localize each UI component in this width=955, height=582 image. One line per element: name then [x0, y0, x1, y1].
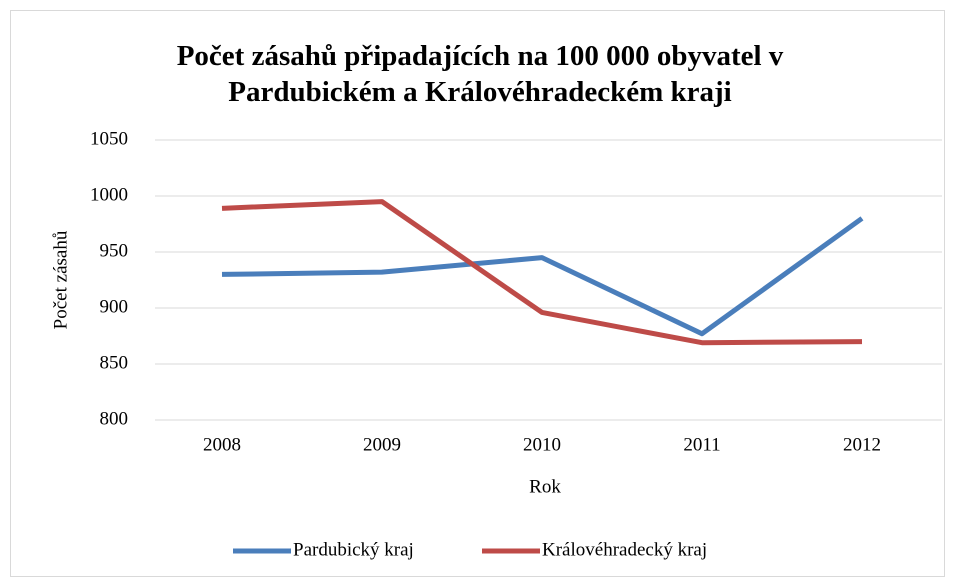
legend-label: Královéhradecký kraj [542, 539, 707, 560]
y-tick-label: 1050 [90, 128, 128, 149]
chart-border [10, 10, 945, 577]
chart-title: Počet zásahů připadajících na 100 000 ob… [176, 40, 784, 108]
y-tick-label: 950 [100, 240, 129, 261]
y-tick-label: 850 [100, 352, 129, 373]
x-tick-label: 2012 [843, 434, 881, 455]
x-axis-label: Rok [529, 476, 561, 497]
legend-label: Pardubický kraj [293, 539, 414, 560]
series-line [221, 199, 863, 346]
x-tick-label: 2011 [683, 434, 720, 455]
series-line [221, 216, 864, 337]
y-tick-label: 1000 [90, 184, 128, 205]
y-tick-label: 800 [100, 408, 129, 429]
y-axis-label: Počet zásahů [50, 230, 71, 329]
y-tick-label: 900 [100, 296, 129, 317]
x-tick-label: 2008 [203, 434, 241, 455]
x-tick-label: 2009 [363, 434, 401, 455]
x-tick-label: 2010 [523, 434, 561, 455]
